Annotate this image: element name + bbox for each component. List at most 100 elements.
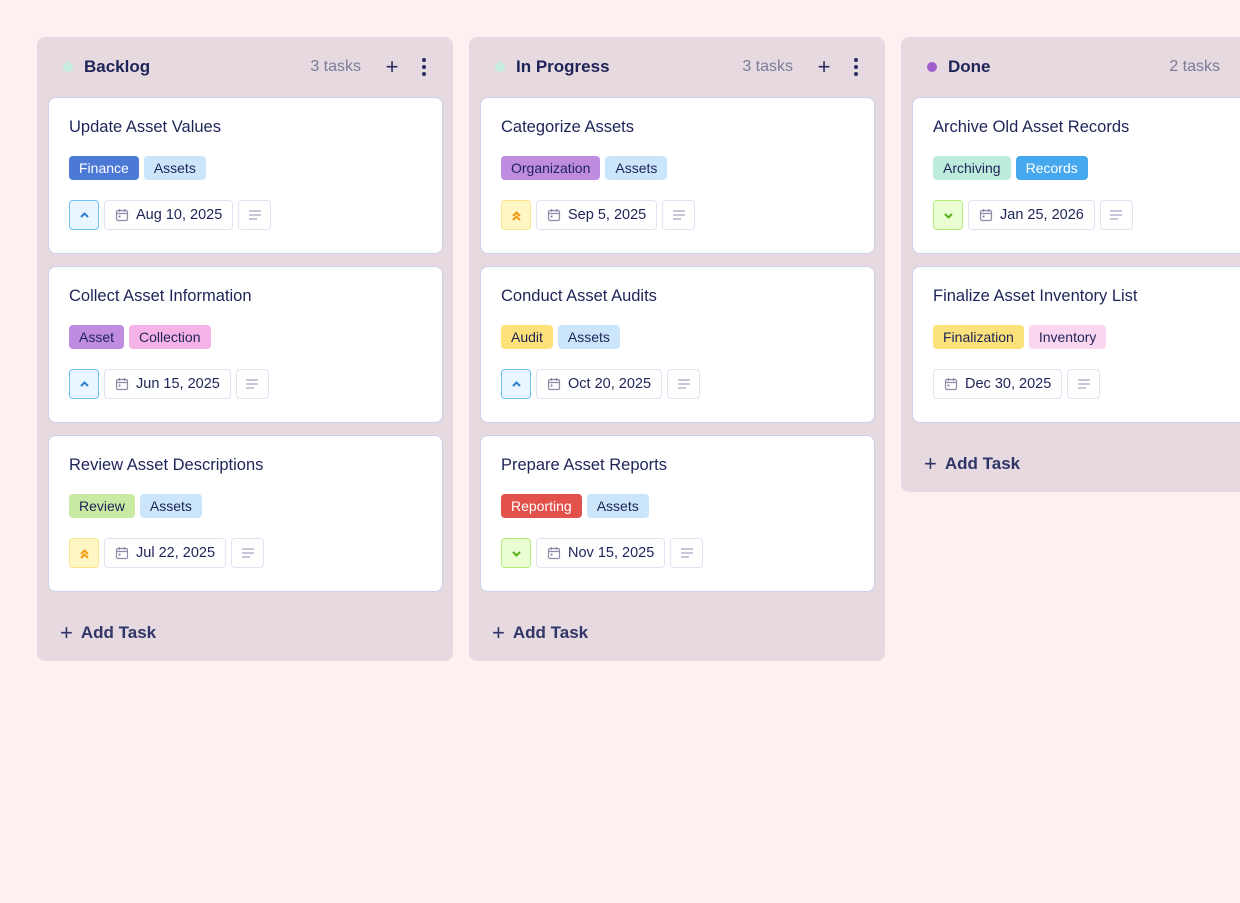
due-date: Sep 5, 2025: [568, 207, 647, 223]
task-title: Prepare Asset Reports: [501, 456, 667, 474]
priority-chevron-icon: [511, 380, 521, 387]
task-card[interactable]: Categorize Assets Organization Assets Sep …: [480, 97, 875, 254]
due-date: Nov 15, 2025: [568, 545, 655, 561]
text-lines-icon: [677, 378, 691, 390]
description-button[interactable]: [667, 369, 701, 399]
column-in-progress: In Progress 3 tasks + Categorize Assets O…: [469, 37, 885, 661]
tag-list: Review Assets: [69, 494, 422, 518]
task-title: Conduct Asset Audits: [501, 287, 657, 305]
description-button[interactable]: [238, 200, 272, 230]
tag: Assets: [605, 156, 668, 180]
priority-medium-button[interactable]: [69, 369, 99, 399]
status-dot: [63, 62, 73, 72]
tag: Asset: [69, 325, 125, 349]
task-card[interactable]: Conduct Asset Audits Audit Assets Oct 20, …: [480, 266, 875, 423]
task-title: Categorize Assets: [501, 118, 634, 136]
text-lines-icon: [241, 547, 255, 559]
priority-medium-button[interactable]: [501, 369, 531, 399]
tag-list: Audit Assets: [501, 325, 854, 349]
add-task-plus-icon[interactable]: +: [817, 54, 831, 79]
add-task-plus-icon[interactable]: +: [385, 54, 399, 79]
priority-chevron-icon: [943, 212, 953, 219]
add-task-button[interactable]: + Add Task: [480, 604, 875, 662]
status-dot: [495, 62, 505, 72]
priority-high-button[interactable]: [69, 538, 99, 568]
task-count: 2 tasks: [1169, 58, 1220, 75]
tag: Assets: [143, 156, 206, 180]
due-date-button[interactable]: Jul 22, 2025: [104, 538, 227, 568]
task-meta: Dec 30, 2025: [933, 369, 1220, 399]
tag: Organization: [501, 156, 601, 180]
tag: Records: [1015, 156, 1088, 180]
add-task-label: Add Task: [512, 623, 589, 642]
description-button[interactable]: [1067, 369, 1101, 399]
priority-chevron-icon: [511, 550, 521, 557]
calendar-icon: [944, 377, 958, 391]
plus-icon: +: [60, 620, 73, 645]
due-date-button[interactable]: Aug 10, 2025: [104, 200, 234, 230]
priority-medium-button[interactable]: [69, 200, 99, 230]
task-title: Collect Asset Information: [69, 287, 252, 305]
task-card[interactable]: Archive Old Asset Records Archiving Recor…: [912, 97, 1240, 254]
column-header: In Progress 3 tasks +: [480, 37, 875, 97]
priority-chevron-icon: [79, 380, 89, 387]
task-meta: Jan 25, 2026: [933, 200, 1220, 230]
due-date-button[interactable]: Dec 30, 2025: [933, 369, 1063, 399]
task-title: Archive Old Asset Records: [933, 118, 1130, 136]
calendar-icon: [979, 208, 993, 222]
more-options-icon[interactable]: [853, 58, 859, 76]
task-card[interactable]: Review Asset Descriptions Review Assets Ju…: [48, 435, 443, 592]
due-date: Jul 22, 2025: [136, 545, 216, 561]
add-task-button[interactable]: + Add Task: [912, 435, 1240, 493]
text-lines-icon: [672, 209, 686, 221]
task-card[interactable]: Prepare Asset Reports Reporting Assets Nov…: [480, 435, 875, 592]
priority-high-button[interactable]: [501, 200, 531, 230]
column-title: In Progress: [516, 57, 610, 76]
column-done: Done 2 tasks Archive Old Asset Records A…: [901, 37, 1240, 492]
tag-list: Finalization Inventory: [933, 325, 1220, 349]
tag: Assets: [586, 494, 649, 518]
tag: Assets: [139, 494, 202, 518]
due-date: Oct 20, 2025: [568, 376, 652, 392]
tag: Finance: [69, 156, 139, 180]
tag: Archiving: [933, 156, 1011, 180]
due-date-button[interactable]: Sep 5, 2025: [536, 200, 658, 230]
priority-chevron-icon: [79, 548, 89, 559]
tag-list: Finance Assets: [69, 156, 422, 180]
tag: Reporting: [501, 494, 582, 518]
due-date-button[interactable]: Jan 25, 2026: [968, 200, 1095, 230]
task-card[interactable]: Collect Asset Information Asset Collectio…: [48, 266, 443, 423]
column-title: Backlog: [84, 57, 151, 76]
due-date: Jun 15, 2025: [136, 376, 220, 392]
tag: Collection: [129, 325, 211, 349]
task-title: Review Asset Descriptions: [69, 456, 264, 474]
tag: Review: [69, 494, 135, 518]
tag-list: Asset Collection: [69, 325, 422, 349]
tag: Audit: [501, 325, 553, 349]
description-button[interactable]: [235, 369, 269, 399]
tag-list: Archiving Records: [933, 156, 1220, 180]
description-button[interactable]: [670, 538, 704, 568]
due-date-button[interactable]: Nov 15, 2025: [536, 538, 666, 568]
task-card[interactable]: Update Asset Values Finance Assets Aug 10,…: [48, 97, 443, 254]
due-date-button[interactable]: Jun 15, 2025: [104, 369, 231, 399]
description-button[interactable]: [662, 200, 696, 230]
more-options-icon[interactable]: [421, 58, 427, 76]
calendar-icon: [547, 546, 561, 560]
due-date-button[interactable]: Oct 20, 2025: [536, 369, 663, 399]
column-title: Done: [948, 57, 991, 76]
description-button[interactable]: [231, 538, 265, 568]
priority-chevron-icon: [79, 211, 89, 218]
description-button[interactable]: [1099, 200, 1133, 230]
text-lines-icon: [1109, 209, 1123, 221]
priority-low-button[interactable]: [933, 200, 963, 230]
task-meta: Sep 5, 2025: [501, 200, 854, 230]
add-task-label: Add Task: [944, 454, 1021, 473]
text-lines-icon: [680, 547, 694, 559]
column-backlog: Backlog 3 tasks + Update Asset Values Fin…: [37, 37, 453, 661]
priority-low-button[interactable]: [501, 538, 531, 568]
task-card[interactable]: Finalize Asset Inventory List Finalizati…: [912, 266, 1240, 423]
add-task-button[interactable]: + Add Task: [48, 604, 443, 662]
plus-icon: +: [492, 620, 505, 645]
task-meta: Jun 15, 2025: [69, 369, 422, 399]
